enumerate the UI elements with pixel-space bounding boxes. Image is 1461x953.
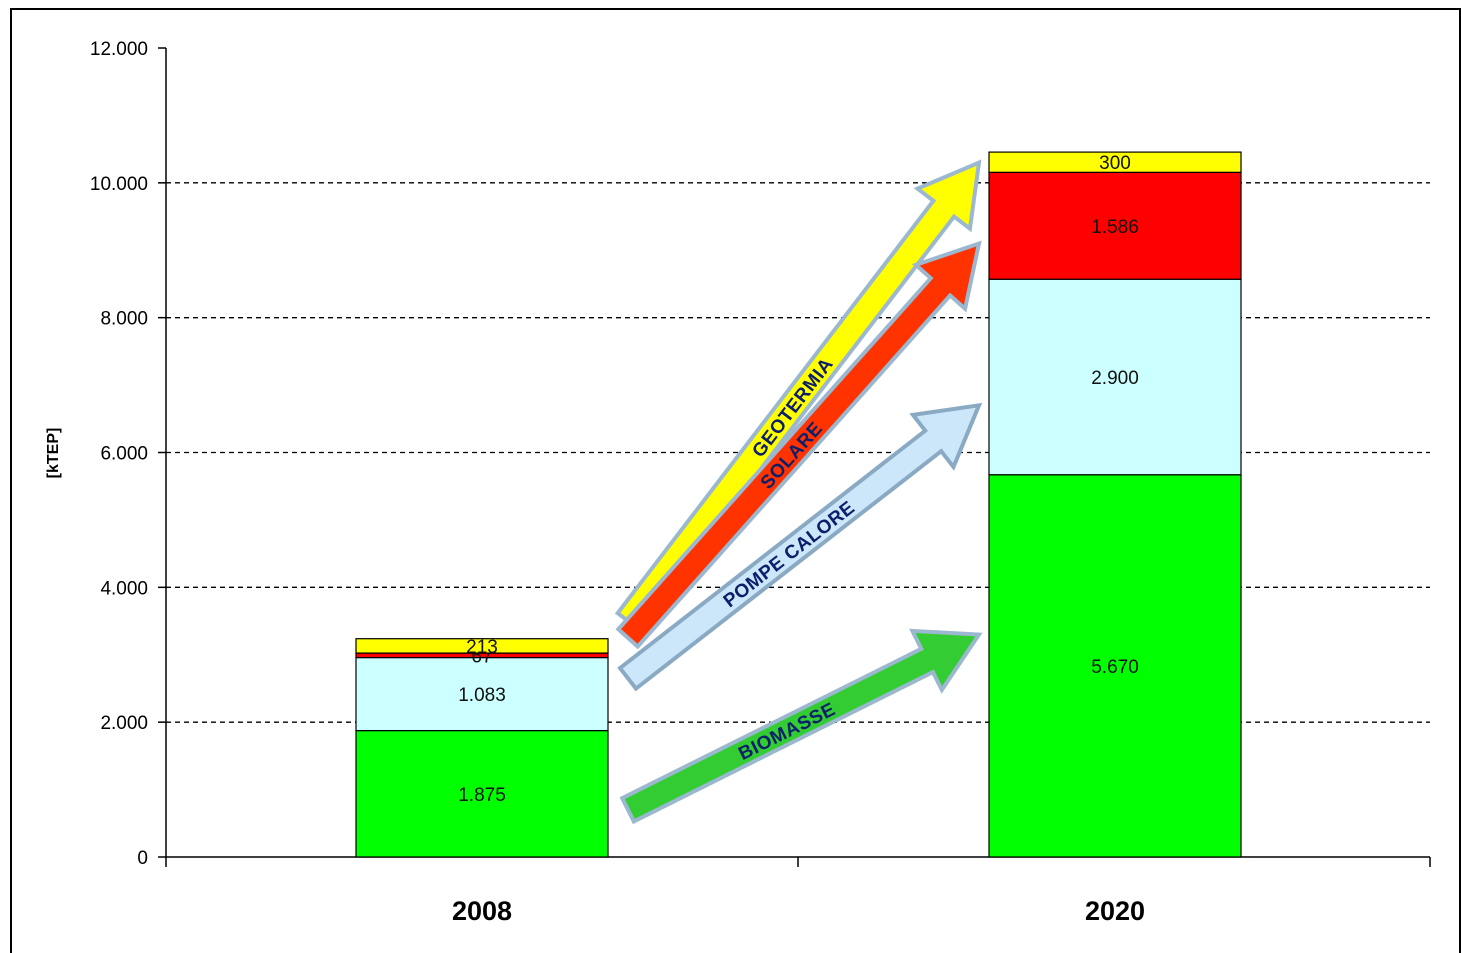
bar-2020-series-3 [988, 151, 1242, 173]
data-label-2020-series-0: 5.670 [1091, 657, 1139, 678]
data-label-2020-series-3: 300 [1099, 153, 1131, 174]
annotation-arrow-shape-2 [617, 402, 983, 692]
category-label-2008: 2008 [452, 896, 512, 926]
y-tick-label-3: 6.000 [100, 444, 148, 465]
category-label-2020: 2020 [1085, 896, 1145, 926]
data-label-2008-series-0: 1.875 [458, 785, 506, 806]
bar-2008-series-3 [355, 638, 609, 654]
annotation-arrow-shape-3 [619, 628, 983, 825]
data-label-2008-series-1: 1.083 [458, 685, 506, 706]
annotation-arrow-0: GEOTERMIA [614, 159, 982, 632]
y-tick-label-4: 8.000 [100, 309, 148, 330]
data-label-2008-series-3: 213 [466, 637, 498, 658]
y-axis-label: [kTEP] [45, 428, 62, 479]
data-label-2020-series-1: 2.900 [1091, 368, 1139, 389]
y-tick-label-6: 12.000 [90, 39, 148, 60]
y-tick-label-5: 10.000 [90, 174, 148, 195]
bar-2020-series-1 [988, 278, 1242, 476]
bar-2020-series-0 [988, 474, 1242, 858]
chart-frame [10, 8, 1461, 953]
y-tick-label-1: 2.000 [100, 713, 148, 734]
y-tick-label-0: 0 [137, 848, 148, 869]
annotation-arrow-shape-1 [615, 240, 982, 650]
data-label-2020-series-2: 1.586 [1091, 217, 1139, 238]
bar-2020-series-2 [988, 171, 1242, 280]
y-tick-label-2: 4.000 [100, 578, 148, 599]
